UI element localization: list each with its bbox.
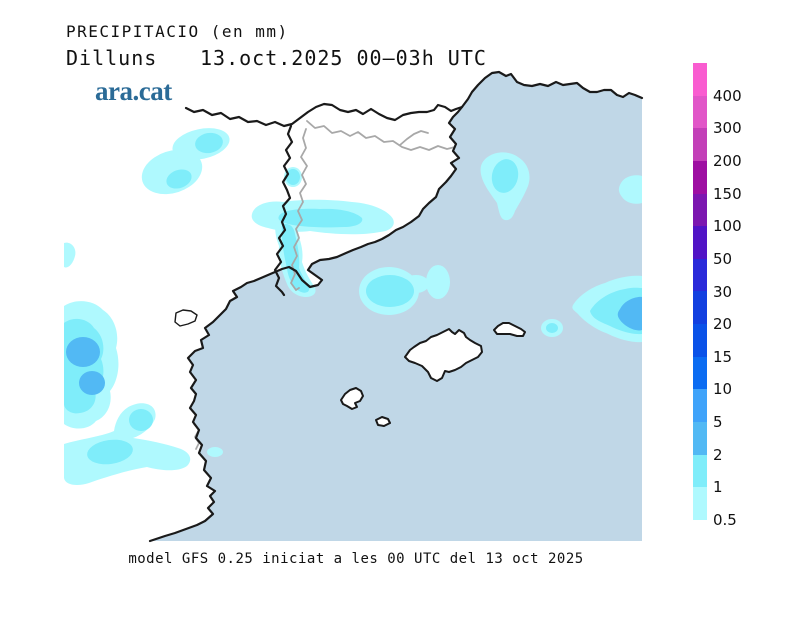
ara-cat-logo: ara.cat (95, 76, 172, 106)
precipitation-patches (64, 128, 642, 486)
formentera-island (375, 416, 391, 427)
legend-segment (693, 454, 707, 488)
page-title: PRECIPITACIO (en mm) (66, 22, 289, 41)
legend-label: 400 (713, 86, 742, 105)
legend-label: 100 (713, 217, 742, 236)
legend-label: 10 (713, 380, 733, 399)
albufera-lagoon (174, 309, 198, 327)
forecast-day: Dilluns (66, 46, 158, 70)
legend-label: 200 (713, 151, 742, 170)
legend-label: 150 (713, 184, 742, 203)
legend-segment (693, 95, 707, 129)
legend-label: 1 (713, 478, 723, 497)
legend-bar (693, 63, 707, 520)
legend-segment (693, 128, 707, 161)
precip-level-2-5 (66, 296, 642, 395)
coastline (148, 70, 644, 543)
legend-segment (693, 291, 707, 325)
legend-label: 5 (713, 413, 723, 432)
legend-label: 15 (713, 347, 733, 366)
mallorca-island (404, 328, 483, 382)
forecast-datetime: 13.oct.2025 00–03h UTC (200, 46, 487, 70)
legend-segment (693, 258, 707, 292)
legend-label: 300 (713, 119, 742, 138)
legend-segment (693, 389, 707, 423)
legend-segment (693, 63, 707, 96)
legend-segment (693, 487, 707, 520)
legend-segment (693, 226, 707, 259)
menorca-island (493, 322, 526, 337)
ibiza-island (340, 387, 364, 410)
regional-borders (193, 120, 456, 450)
legend-label: 0.5 (713, 511, 737, 529)
model-run-caption: model GFS 0.25 iniciat a les 00 UTC del … (128, 551, 584, 567)
legend-segment (693, 160, 707, 194)
legend-segment (693, 356, 707, 390)
legend-labels: 400 300 200 150 100 50 30 20 15 10 5 2 1 0.5 (713, 63, 773, 529)
legend-label: 20 (713, 315, 733, 334)
legend-segment (693, 324, 707, 357)
legend-segment (693, 193, 707, 227)
legend-label: 30 (713, 282, 733, 301)
france-spain-border (184, 102, 464, 128)
legend-segment (693, 422, 707, 455)
balearic-islands (340, 322, 526, 427)
national-borders (184, 102, 464, 297)
catalonia-aragon-border (273, 124, 294, 297)
legend-label: 50 (713, 249, 733, 268)
legend-label: 2 (713, 445, 723, 464)
